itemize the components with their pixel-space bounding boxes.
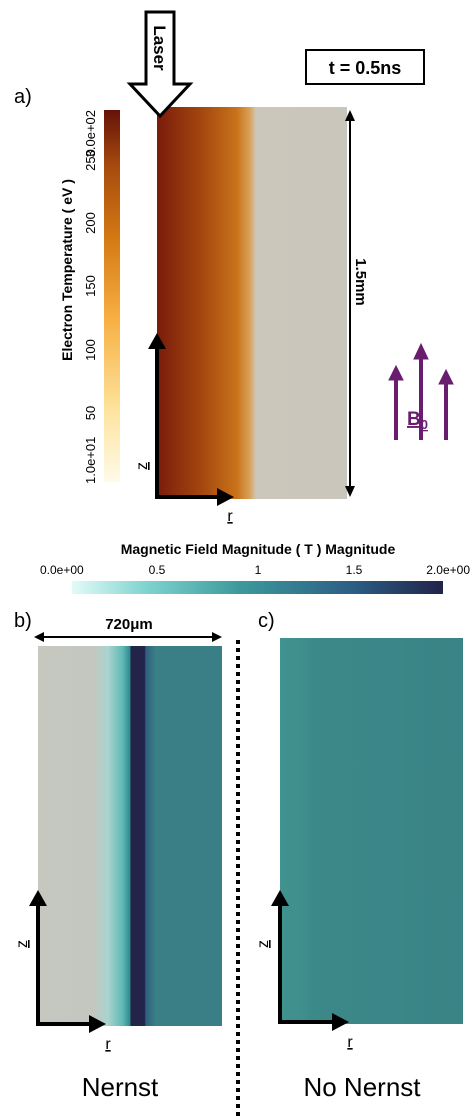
axis-z-label-a: z bbox=[134, 462, 151, 470]
time-label: t = 0.5ns bbox=[329, 58, 402, 78]
mag-tick-0: 0.0e+00 bbox=[40, 563, 84, 577]
temperature-colorbar bbox=[104, 110, 120, 482]
time-box bbox=[305, 49, 425, 85]
b0-label: B0 bbox=[407, 409, 428, 432]
magnetic-colorbar-title: Magnetic Field Magnitude ( T ) Magnitude bbox=[121, 541, 396, 557]
laser-label: Laser bbox=[150, 25, 169, 71]
caption-no-nernst: No Nernst bbox=[303, 1072, 421, 1102]
temp-tick-250: 250 bbox=[83, 149, 98, 171]
height-label: 1.5mm bbox=[352, 258, 369, 306]
mag-tick-1: 1 bbox=[255, 563, 262, 577]
temp-tick-150: 150 bbox=[83, 275, 98, 297]
magnetic-colorbar-group: Magnetic Field Magnitude ( T ) Magnitude… bbox=[40, 541, 470, 594]
axis-r-label-a: r bbox=[227, 508, 233, 525]
panel-a-label: a) bbox=[14, 86, 32, 108]
mag-tick-1-5: 1.5 bbox=[346, 563, 363, 577]
caption-nernst: Nernst bbox=[82, 1072, 159, 1102]
magnetic-field-no-nernst bbox=[280, 638, 463, 1024]
temperature-colorbar-title: Electron Temperature ( eV ) bbox=[59, 179, 75, 361]
height-dimension-arrow-icon bbox=[345, 110, 355, 497]
axis-r-label-b: r bbox=[105, 1036, 111, 1053]
panel-c-label: c) bbox=[258, 610, 275, 632]
magnetic-field-nernst bbox=[38, 646, 222, 1026]
temp-tick-200: 200 bbox=[83, 212, 98, 234]
panel-c: c) z r No Nernst bbox=[255, 610, 463, 1102]
panel-b-label: b) bbox=[14, 610, 32, 632]
mag-tick-0-5: 0.5 bbox=[149, 563, 166, 577]
axes-arrows-c-icon bbox=[271, 890, 349, 1031]
axis-z-label-b: z bbox=[14, 940, 31, 948]
temp-tick-50: 50 bbox=[83, 406, 98, 420]
axis-r-label-c: r bbox=[347, 1034, 353, 1051]
mag-tick-2: 2.0e+00 bbox=[426, 563, 470, 577]
temp-tick-300: 3.0e+02 bbox=[83, 110, 98, 157]
axes-arrows-b-icon bbox=[29, 890, 106, 1033]
magnetic-colorbar bbox=[72, 581, 443, 594]
laser-arrow-icon bbox=[126, 10, 194, 119]
axis-z-label-c: z bbox=[255, 940, 272, 948]
temp-tick-100: 100 bbox=[83, 339, 98, 361]
width-label: 720μm bbox=[105, 616, 153, 633]
temp-tick-10: 1.0e+01 bbox=[83, 437, 98, 484]
panel-b: b) 720μm z r Nernst bbox=[14, 610, 222, 1102]
temperature-field bbox=[157, 107, 347, 499]
magnetic-field-arrows-icon bbox=[388, 342, 454, 440]
axes-arrows-a-icon bbox=[148, 333, 234, 506]
width-dimension-arrow-icon bbox=[34, 632, 222, 642]
panel-a: a) t = 0.5ns 1.0e+01 50 100 150 200 250 … bbox=[14, 10, 454, 525]
